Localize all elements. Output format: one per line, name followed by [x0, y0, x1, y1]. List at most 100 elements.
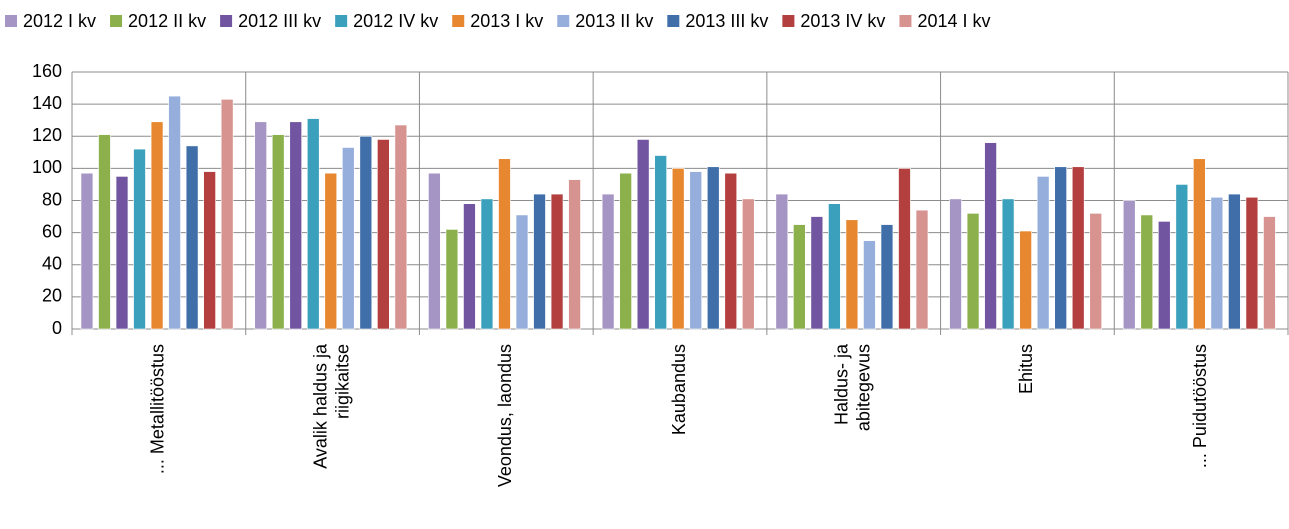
bar [671, 168, 685, 330]
bar [515, 214, 529, 330]
y-tick-label: 100 [32, 157, 62, 177]
legend-label: 2014 I kv [917, 11, 990, 31]
x-tick-label: Avalik haldus ja [310, 343, 330, 469]
bar [1089, 213, 1102, 330]
legend-label: 2012 II kv [128, 11, 206, 31]
legend-swatch [667, 15, 680, 27]
y-tick-label: 160 [32, 61, 62, 81]
bar [568, 179, 581, 330]
legend-swatch [5, 15, 17, 27]
bar [306, 118, 320, 330]
bar [1228, 193, 1241, 330]
bar [445, 229, 459, 330]
bar [845, 219, 859, 330]
legend-label: 2013 III kv [685, 11, 768, 31]
bar [1001, 198, 1015, 330]
bar [724, 172, 738, 330]
bar [984, 142, 997, 330]
y-tick-label: 120 [32, 125, 62, 145]
bar [1140, 214, 1154, 330]
bar [793, 224, 806, 330]
bar [1036, 176, 1050, 330]
y-tick-label: 80 [42, 189, 62, 209]
bar [324, 172, 338, 330]
bar [601, 193, 615, 330]
legend-swatch [782, 15, 795, 27]
bar [949, 198, 962, 330]
bar [1122, 200, 1136, 330]
x-tick-label: ... Metallitööstus [148, 344, 168, 474]
bar [1019, 230, 1032, 330]
bar [706, 166, 720, 330]
bar [1071, 166, 1085, 330]
x-tick-label: Ehitus [1016, 344, 1036, 394]
bar [185, 145, 199, 330]
bar [254, 121, 267, 330]
bar [133, 148, 146, 330]
bar [636, 139, 650, 330]
bar [810, 216, 824, 330]
bar [863, 240, 876, 330]
bar [654, 155, 667, 330]
legend-label: 2013 II kv [575, 11, 653, 31]
x-tick-label: Veondus, laondus [495, 344, 515, 487]
bar [1175, 184, 1189, 330]
bar [1263, 216, 1276, 330]
x-tick-label: Haldus- ja [831, 343, 851, 425]
bar [463, 203, 476, 330]
y-tick-label: 40 [42, 254, 62, 274]
legend-label: 2013 I kv [470, 11, 543, 31]
bar [775, 193, 789, 330]
bar [619, 172, 632, 330]
y-tick-label: 20 [42, 286, 62, 306]
bar [550, 193, 564, 330]
bar [359, 135, 373, 330]
bar [1245, 196, 1259, 330]
bar [150, 121, 164, 330]
bar [1054, 166, 1067, 330]
bar [342, 147, 355, 330]
legend-swatch [335, 15, 348, 27]
bar [498, 158, 511, 330]
bar [168, 95, 181, 330]
bar [880, 224, 894, 330]
x-tick-label: ... Puidutööstus [1190, 344, 1210, 468]
bar [689, 171, 702, 330]
legend-label: 2013 IV kv [800, 11, 885, 31]
x-tick-label: riigikaitse [332, 344, 352, 419]
bar [915, 209, 929, 330]
bar [428, 172, 441, 330]
x-tick-label: abitegevus [853, 344, 873, 431]
legend-label: 2012 IV kv [353, 11, 438, 31]
x-tick-label: Kaubandus [669, 344, 689, 435]
legend-swatch [557, 15, 570, 27]
bar [533, 193, 546, 330]
bar [1193, 158, 1206, 330]
legend-swatch [899, 15, 912, 27]
bar [898, 168, 911, 330]
legend-swatch [452, 15, 465, 27]
bar [966, 213, 980, 330]
legend-swatch [110, 15, 123, 27]
bar [377, 139, 390, 330]
bar [1158, 221, 1171, 330]
bar [98, 134, 111, 330]
bar [271, 134, 285, 330]
bar [1210, 196, 1224, 330]
legend-swatch [220, 15, 233, 27]
y-tick-label: 0 [52, 318, 62, 338]
legend-label: 2012 I kv [23, 11, 96, 31]
y-tick-label: 60 [42, 221, 62, 241]
legend-label: 2012 III kv [238, 11, 321, 31]
bar [80, 172, 94, 330]
bar [742, 198, 755, 330]
bar [828, 203, 841, 330]
bar [115, 176, 129, 330]
y-tick-label: 140 [32, 93, 62, 113]
bar [289, 121, 302, 330]
bar [480, 198, 494, 330]
bar [203, 171, 216, 330]
bar [394, 124, 408, 330]
